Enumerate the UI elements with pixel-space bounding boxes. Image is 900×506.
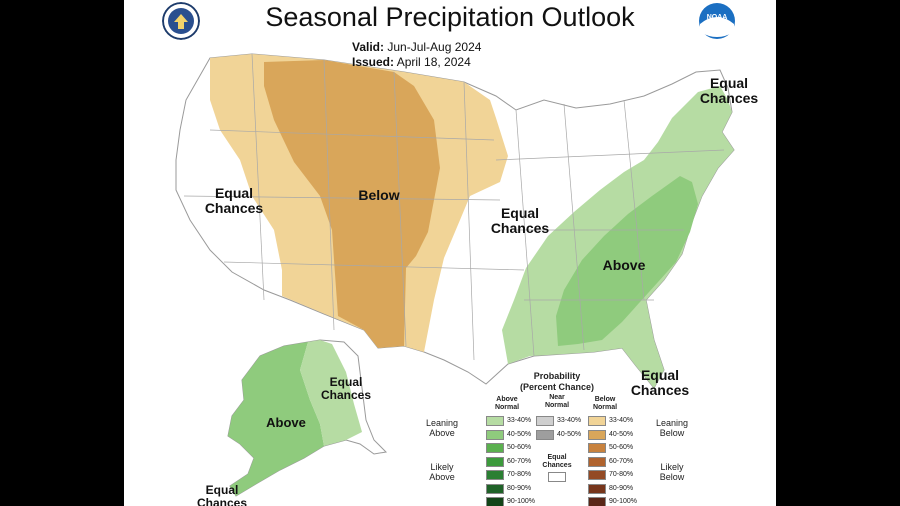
commerce-seal-icon [162,2,200,40]
legend-above-swatch [486,470,504,480]
legend-below-pct-label: 40-50% [609,430,634,438]
region-label-alaska-equal: Equal Chances [320,375,372,403]
legend-above-pct-label: 50-60% [507,444,532,451]
precipitation-map [175,53,735,497]
region-label-alaska-above: Above [266,415,306,430]
map-title: Seasonal Precipitation Outlook [265,2,635,32]
legend-below-pct-label: 90-100% [609,498,638,505]
legend-below-pct-label: 80-90% [609,484,634,492]
noaa-logo-icon: NOAA [699,3,735,39]
legend-above-swatch [486,443,504,453]
valid-value: Jun-Jul-Aug 2024 [387,40,482,54]
legend-above-swatch [486,497,504,506]
legend-above-swatch [486,429,504,440]
legend-above-pct-label: 70-80% [507,471,532,478]
region-label-central: Equal Chances [490,205,550,237]
probability-legend: Probability (Percent Chance) Above Norma… [412,368,776,506]
legend-below-swatch [588,429,606,440]
legend-likely-below: Likely Below [659,462,685,483]
legend-below-pct-label: 33-40% [609,417,634,424]
legend-below-swatch [588,470,606,480]
legend-below-pct-label: 50-60% [609,444,634,451]
legend-subtitle: (Percent Chance) [519,382,595,392]
outlook-map-panel: Seasonal Precipitation Outlook Valid: Ju… [124,0,776,506]
legend-near-swatch [536,416,554,426]
legend-near-pct-label: 33-40% [557,417,582,424]
alaska-leaning-area [300,340,362,446]
legend-below-swatch [588,443,606,453]
above-likely-area [556,176,698,346]
legend-above-pct-label: 90-100% [507,498,536,505]
region-label-west: Equal Chances [204,185,264,217]
legend-above-header: Above Normal [494,396,520,411]
region-label-above: Above [602,257,646,273]
legend-below-pct-label: 70-80% [609,471,634,478]
legend-near-header: Near Normal [544,394,570,409]
legend-below-pct-label: 60-70% [609,457,634,465]
legend-below-header: Below Normal [592,396,618,411]
legend-above-swatch [486,416,504,426]
legend-above-pct-label: 80-90% [507,484,532,492]
region-label-alaska-bottom: Equal Chances [196,483,248,506]
below-likely-area [264,60,440,348]
legend-above-swatch [486,456,504,467]
region-label-florida: Equal Chances [630,367,690,399]
legend-above-pct-label: 33-40% [507,417,532,424]
valid-label: Valid: [352,40,385,54]
region-label-northeast: Equal Chances [699,75,759,107]
legend-likely-above: Likely Above [429,462,455,483]
legend-above-swatch [486,483,504,494]
legend-above-pct-label: 60-70% [507,457,532,465]
legend-leaning-above: Leaning Above [425,418,459,439]
issued-label: Issued: [352,55,395,69]
legend-equal-swatch [548,472,566,482]
noaa-logo-text: NOAA [707,14,728,21]
alaska-above-area [228,342,324,496]
legend-near-swatch [536,429,554,440]
legend-leaning-below: Leaning Below [655,418,689,439]
legend-below-swatch [588,456,606,467]
legend-below-swatch [588,497,606,506]
issued-line: Issued: April 18, 2024 [352,55,471,69]
valid-line: Valid: Jun-Jul-Aug 2024 [352,40,481,54]
legend-below-swatch [588,416,606,426]
legend-above-pct-label: 40-50% [507,430,532,438]
legend-near-pct-label: 40-50% [557,430,582,438]
region-label-below: Below [358,187,400,203]
legend-below-swatch [588,483,606,494]
state-boundaries [183,53,725,361]
legend-equal-label: Equal Chances [542,454,572,469]
issued-value: April 18, 2024 [396,55,471,69]
legend-title: Probability [533,371,581,381]
